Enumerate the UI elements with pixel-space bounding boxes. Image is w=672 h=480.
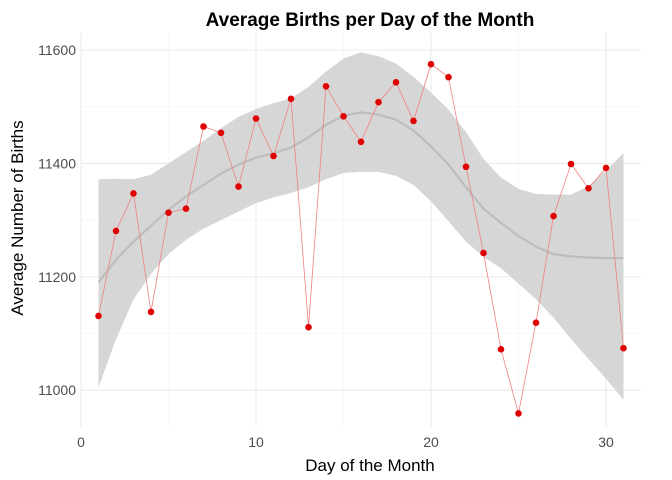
data-points-layer [95, 60, 627, 417]
data-point-day-30 [602, 164, 610, 172]
data-point-day-21 [445, 73, 452, 81]
y-axis-title: Average Number of Births [8, 120, 27, 315]
data-point-day-15 [340, 113, 347, 120]
data-point-day-12 [287, 95, 295, 103]
data-point-day-8 [217, 129, 225, 137]
data-point-day-31 [620, 344, 627, 352]
data-point-day-11 [270, 152, 277, 160]
data-point-day-6 [182, 205, 190, 212]
y-tick-label-2: 11400 [38, 155, 76, 171]
data-point-day-29 [585, 185, 592, 192]
confidence-ribbon-layer [98, 52, 624, 400]
data-point-day-27 [550, 212, 557, 220]
x-tick-label-3: 30 [598, 434, 614, 450]
smooth-trend-line [97, 111, 624, 284]
data-point-day-24 [497, 346, 505, 353]
y-tick-label-1: 11200 [38, 269, 76, 285]
x-tick-label-0: 0 [77, 434, 85, 450]
y-tick-label-0: 11000 [38, 382, 76, 398]
data-point-day-2 [112, 227, 120, 235]
y-tick-labels: 11000 11200 11400 11600 [38, 42, 76, 398]
data-point-day-20 [427, 60, 435, 68]
data-point-day-9 [235, 183, 242, 190]
data-point-day-14 [322, 83, 330, 90]
data-point-day-25 [515, 410, 522, 417]
data-point-day-3 [130, 190, 137, 197]
data-point-day-5 [165, 209, 172, 216]
x-axis-title: Day of the Month [305, 456, 434, 475]
confidence-ribbon [98, 52, 624, 400]
x-tick-labels: 0 10 20 30 [77, 434, 614, 450]
data-point-day-10 [252, 115, 260, 122]
x-tick-label-1: 10 [248, 434, 264, 450]
data-point-day-1 [95, 312, 102, 320]
data-point-day-18 [392, 79, 400, 86]
data-point-day-13 [305, 323, 312, 331]
data-point-day-28 [567, 160, 575, 168]
chart-title: Average Births per Day of the Month [206, 10, 535, 31]
data-point-day-4 [147, 308, 155, 316]
data-point-day-16 [357, 138, 365, 146]
x-tick-label-2: 20 [423, 434, 439, 450]
data-point-day-22 [462, 163, 470, 171]
data-point-day-26 [532, 319, 540, 327]
y-tick-label-3: 11600 [38, 42, 76, 58]
data-point-day-17 [375, 98, 382, 106]
data-point-day-7 [200, 123, 207, 130]
data-point-day-23 [480, 249, 487, 257]
data-point-day-19 [410, 117, 417, 125]
smooth-line-layer [97, 111, 624, 284]
